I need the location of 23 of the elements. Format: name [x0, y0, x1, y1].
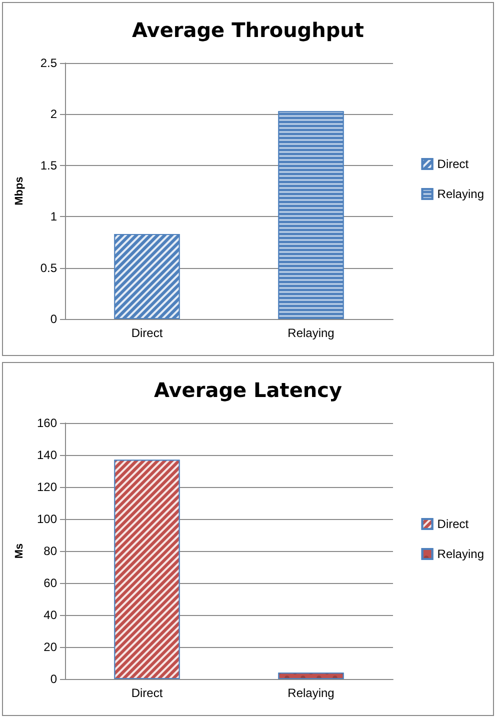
- y-tick-label: 100: [36, 512, 58, 526]
- y-tick-label: 120: [36, 480, 58, 494]
- legend-label: Direct: [437, 517, 470, 531]
- y-tick-label: 2.5: [40, 56, 58, 70]
- y-axis-title: Ms: [14, 543, 26, 559]
- y-axis-title: Mbps: [14, 176, 26, 206]
- y-tick-label: 1.5: [40, 158, 58, 172]
- y-tick-label: 80: [44, 544, 58, 558]
- y-tick-label: 0.5: [40, 260, 58, 275]
- y-tick-label: 0: [50, 672, 58, 686]
- y-tick-label: 0: [50, 312, 58, 326]
- y-tick-label: 2: [50, 107, 58, 122]
- legend-label: Direct: [437, 157, 470, 171]
- y-tick-label: 40: [44, 608, 58, 622]
- y-tick-label: 20: [44, 640, 58, 654]
- legend-label: Relaying: [437, 187, 484, 201]
- y-tick-label: 160: [36, 416, 58, 430]
- y-tick-label: 60: [44, 576, 58, 590]
- y-tick-label: 140: [36, 448, 58, 462]
- chart-title: Average Latency: [154, 378, 342, 402]
- chart-title: Average Throughput: [132, 18, 364, 42]
- legend-label: Relaying: [437, 547, 484, 561]
- y-tick-label: 1: [50, 210, 58, 224]
